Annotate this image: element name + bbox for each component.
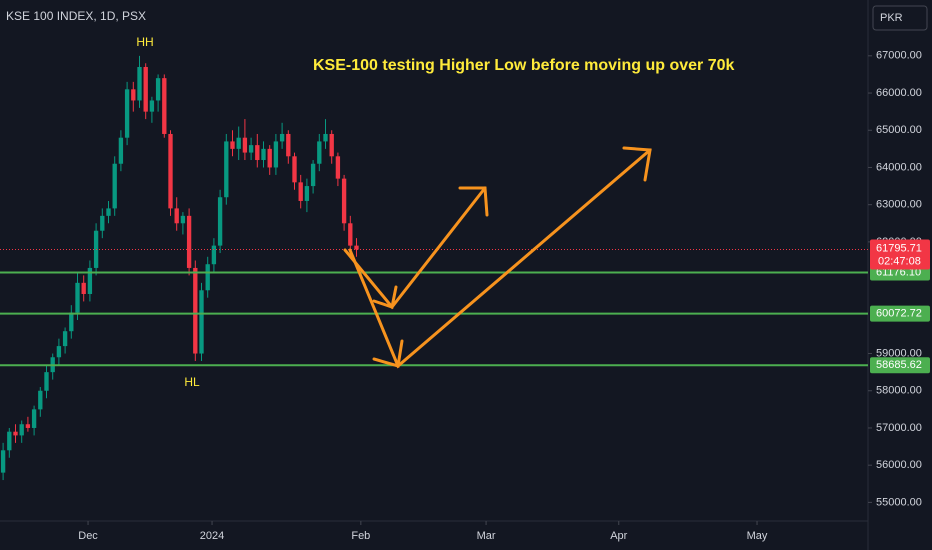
- y-tick-label: 64000.00: [876, 161, 922, 173]
- arrow-head: [372, 285, 398, 309]
- candle-body: [7, 431, 12, 451]
- candle-body: [267, 148, 272, 168]
- candle-body: [193, 267, 198, 354]
- y-tick-label: 56000.00: [876, 459, 922, 471]
- arrow-head: [622, 146, 652, 182]
- candle-body: [317, 141, 322, 164]
- candle-body: [162, 78, 167, 134]
- y-tick-label: 65000.00: [876, 124, 922, 136]
- candle-body: [224, 141, 229, 198]
- candle-body: [25, 424, 31, 428]
- level-label: 60072.72: [876, 308, 922, 320]
- y-tick-label: 63000.00: [876, 199, 922, 211]
- candle-body: [248, 145, 254, 153]
- candle-body: [106, 208, 111, 216]
- candle-body: [87, 267, 93, 294]
- y-tick-label: 58000.00: [876, 385, 922, 397]
- candle-body: [155, 78, 161, 101]
- candle-body: [112, 163, 117, 209]
- candle-body: [279, 133, 285, 142]
- x-tick-label: 2024: [200, 530, 224, 542]
- level-label: 58685.62: [876, 359, 922, 371]
- candle-body: [180, 215, 186, 224]
- candle-body: [292, 156, 297, 183]
- x-tick-label: Mar: [477, 530, 496, 542]
- countdown: 02:47:08: [878, 255, 921, 267]
- candle-body: [323, 133, 328, 142]
- x-tick-label: May: [747, 530, 768, 542]
- candle-body: [19, 424, 24, 436]
- y-tick-label: 66000.00: [876, 87, 922, 99]
- candle-body: [211, 245, 217, 265]
- candle-body: [44, 372, 49, 391]
- candle-body: [273, 141, 279, 168]
- last-price-label: 61795.71: [876, 242, 922, 254]
- last-price-box: [870, 239, 930, 270]
- candle-body: [186, 215, 192, 268]
- candle-body: [199, 290, 204, 354]
- candle-body: [261, 148, 266, 161]
- candle-body: [341, 178, 347, 224]
- candle-body: [137, 66, 142, 101]
- x-tick-label: Feb: [351, 530, 370, 542]
- candle-body: [298, 182, 303, 201]
- level-label-box: [870, 305, 930, 322]
- y-tick-label: 55000.00: [876, 496, 922, 508]
- annotation: KSE-100 testing Higher Low before moving…: [313, 57, 735, 74]
- candle-body: [69, 312, 74, 332]
- candle-body: [75, 282, 80, 313]
- candle-body: [236, 137, 241, 149]
- candle-body: [131, 89, 136, 101]
- currency: PKR: [880, 12, 903, 24]
- candle-body: [100, 215, 105, 231]
- candle-body: [205, 264, 210, 291]
- candle-body: [38, 390, 43, 410]
- y-tick-label: 57000.00: [876, 422, 922, 434]
- y-tick-label: 67000.00: [876, 50, 922, 62]
- candle-body: [118, 137, 124, 164]
- candle-body: [81, 282, 86, 294]
- price-labels: 67000.00 66000.00 65000.00 64000.00 63000.00…: [868, 50, 930, 508]
- candle-body: [149, 100, 155, 112]
- candle-body: [230, 141, 235, 149]
- candle-body: [124, 89, 130, 138]
- candle-body: [168, 133, 173, 209]
- peak-label: HH: [136, 35, 153, 49]
- candle-body: [31, 409, 37, 428]
- candle-body: [56, 346, 62, 358]
- candle-body: [242, 137, 248, 153]
- candle-body: [174, 208, 179, 224]
- arrows: [343, 146, 652, 369]
- candle-body: [62, 331, 68, 347]
- chart-title: KSE 100 INDEX, 1D, PSX: [6, 9, 146, 23]
- candle-body: [310, 163, 316, 187]
- candle-body: [329, 133, 334, 157]
- arrow-head: [458, 186, 489, 217]
- currency-box[interactable]: [872, 5, 928, 31]
- x-tick-label: Dec: [78, 530, 98, 542]
- plot: Dec 2024 Feb Mar Apr May: [0, 55, 868, 542]
- candle-body: [143, 66, 148, 112]
- candle-body: [13, 431, 18, 436]
- candle-body: [255, 145, 260, 161]
- arrow-head: [372, 339, 404, 368]
- candle-body: [0, 450, 6, 473]
- y-tick-label: 59000.00: [876, 347, 922, 359]
- candle-body: [354, 245, 359, 250]
- candle-body: [348, 223, 353, 246]
- candle-body: [217, 197, 223, 246]
- trough-label: HL: [184, 375, 200, 389]
- candle-body: [286, 133, 291, 157]
- x-tick-label: Apr: [610, 530, 627, 542]
- candle-body: [335, 156, 341, 179]
- candle-body: [304, 186, 310, 201]
- level-label-box: [870, 357, 930, 374]
